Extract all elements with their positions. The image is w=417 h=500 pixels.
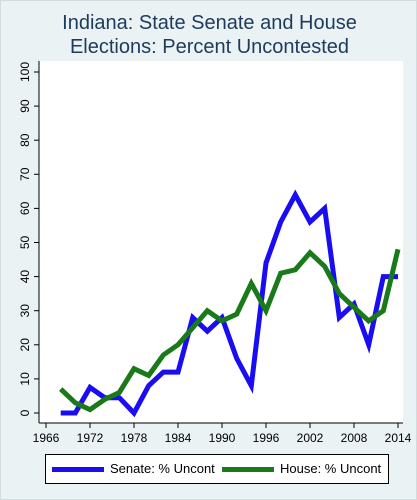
- y-tick-label: 0: [18, 409, 32, 416]
- x-tick-label: 1972: [77, 431, 104, 445]
- chart-title-line-2: Elections: Percent Uncontested: [69, 36, 350, 58]
- x-tick-label: 1996: [253, 431, 280, 445]
- chart-title: Indiana: State Senate and House Election…: [1, 11, 417, 59]
- legend: Senate: % Uncont House: % Uncont: [45, 454, 389, 484]
- legend-label-senate: Senate: % Uncont: [110, 461, 215, 476]
- y-tick-label: 40: [18, 270, 32, 284]
- y-tick-label: 90: [18, 99, 32, 113]
- x-tick-label: 1978: [121, 431, 148, 445]
- x-tick-label: 2014: [385, 431, 412, 445]
- chart-title-line-1: Indiana: State Senate and House: [62, 12, 357, 34]
- series-line-house: [58, 248, 401, 413]
- x-tick-label: 1990: [209, 431, 236, 445]
- x-tick-label: 1984: [165, 431, 192, 445]
- y-tick-label: 70: [18, 167, 32, 181]
- y-tick-label: 20: [18, 338, 32, 352]
- y-tick-label: 10: [18, 372, 32, 386]
- plot-area: [39, 61, 403, 423]
- y-tick-label: 80: [18, 133, 32, 147]
- y-tick-label: 60: [18, 201, 32, 215]
- series-line-senate: [60, 189, 398, 418]
- x-tick-label: 2002: [297, 431, 324, 445]
- y-tick-label: 50: [18, 236, 32, 250]
- line-chart: 0 10 20 30 40 50 60 70 80 90 100 1966 1972 1978 1984 19…: [18, 61, 412, 445]
- legend-swatch-senate: [52, 467, 104, 472]
- legend-swatch-house: [222, 467, 274, 472]
- x-tick-label: 2008: [341, 431, 368, 445]
- y-tick-label: 100: [18, 62, 32, 82]
- legend-label-house: House: % Uncont: [280, 461, 382, 476]
- y-tick-label: 30: [18, 304, 32, 318]
- x-tick-label: 1966: [33, 431, 60, 445]
